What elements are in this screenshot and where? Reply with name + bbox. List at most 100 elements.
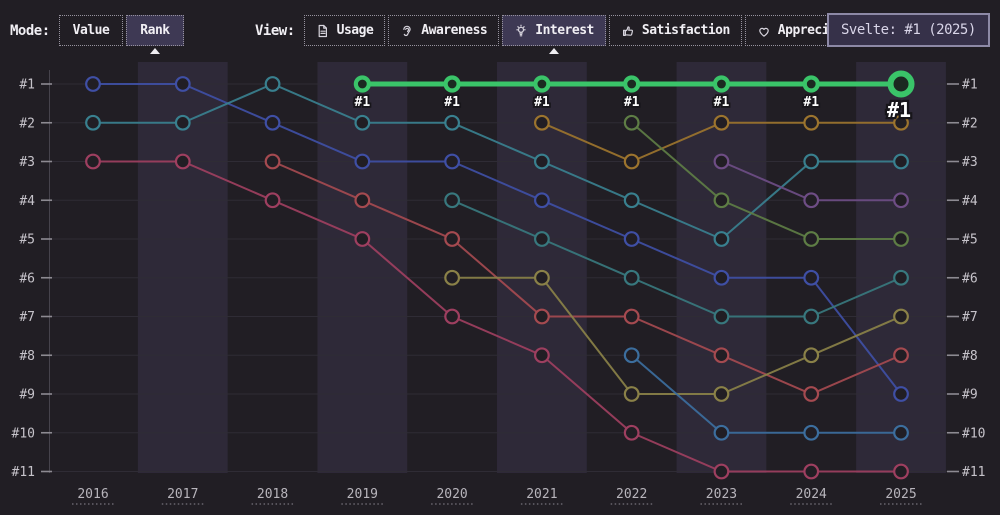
data-point[interactable] bbox=[893, 114, 909, 131]
data-point[interactable] bbox=[264, 114, 281, 131]
data-point[interactable] bbox=[354, 114, 371, 131]
data-point[interactable] bbox=[713, 308, 730, 325]
data-point[interactable] bbox=[534, 153, 550, 170]
data-point[interactable] bbox=[264, 153, 281, 170]
rank-label-right: #10 bbox=[962, 426, 985, 441]
rank-bump-chart[interactable]: #1 #1 #2 #2 #3 #3 #4 #4 #5 #5 #6 #6 #7 #7 #8 #8 #9 #9 #10 #… bbox=[0, 60, 1000, 515]
highlighted-data-point[interactable] bbox=[887, 70, 915, 98]
rank-label-left: #5 bbox=[19, 233, 35, 248]
data-point[interactable] bbox=[264, 192, 281, 209]
highlighted-data-point[interactable] bbox=[533, 75, 551, 93]
data-point[interactable] bbox=[713, 386, 730, 402]
year-label[interactable]: 2017 bbox=[167, 487, 198, 502]
data-point[interactable] bbox=[534, 347, 550, 364]
data-point[interactable] bbox=[893, 347, 909, 364]
data-point[interactable] bbox=[174, 76, 191, 92]
tab-awareness[interactable]: Awareness bbox=[388, 15, 500, 46]
data-point[interactable] bbox=[534, 192, 550, 209]
data-point[interactable] bbox=[713, 347, 730, 364]
data-point[interactable] bbox=[893, 463, 909, 480]
data-point[interactable] bbox=[444, 114, 461, 131]
data-point[interactable] bbox=[893, 424, 909, 441]
data-point[interactable] bbox=[85, 114, 101, 131]
data-point[interactable] bbox=[354, 192, 371, 209]
data-point[interactable] bbox=[534, 269, 550, 286]
data-point[interactable] bbox=[713, 463, 730, 480]
data-point[interactable] bbox=[803, 153, 820, 170]
data-point[interactable] bbox=[534, 308, 550, 325]
data-point[interactable] bbox=[713, 231, 730, 247]
data-point[interactable] bbox=[803, 114, 820, 131]
data-point[interactable] bbox=[623, 192, 640, 209]
data-point[interactable] bbox=[893, 192, 909, 209]
data-point[interactable] bbox=[893, 231, 909, 247]
value-button[interactable]: Value bbox=[58, 15, 124, 46]
highlighted-data-point[interactable] bbox=[623, 75, 641, 93]
data-point[interactable] bbox=[174, 114, 191, 131]
data-point[interactable] bbox=[623, 386, 640, 402]
data-point[interactable] bbox=[893, 153, 909, 170]
year-label[interactable]: 2025 bbox=[885, 487, 916, 502]
rank-label-right: #11 bbox=[962, 465, 985, 480]
data-point[interactable] bbox=[444, 153, 461, 170]
data-point[interactable] bbox=[713, 192, 730, 209]
rank-label-left: #6 bbox=[19, 271, 35, 286]
data-point[interactable] bbox=[713, 153, 730, 170]
data-point[interactable] bbox=[444, 192, 461, 209]
rank-label-right: #3 bbox=[962, 155, 978, 170]
data-point[interactable] bbox=[893, 308, 909, 325]
data-point[interactable] bbox=[803, 424, 820, 441]
data-point[interactable] bbox=[444, 308, 461, 325]
data-point[interactable] bbox=[803, 386, 820, 402]
highlighted-data-point[interactable] bbox=[443, 75, 461, 93]
data-point[interactable] bbox=[803, 192, 820, 209]
data-point[interactable] bbox=[623, 347, 640, 364]
data-point[interactable] bbox=[803, 463, 820, 480]
year-label[interactable]: 2020 bbox=[436, 487, 467, 502]
tab-satisfaction[interactable]: Satisfaction bbox=[608, 15, 742, 46]
view-group: View: Usage Awareness bbox=[255, 15, 881, 54]
highlighted-data-point[interactable] bbox=[802, 75, 820, 93]
document-icon bbox=[318, 24, 327, 37]
data-point[interactable] bbox=[623, 153, 640, 170]
data-point[interactable] bbox=[444, 269, 461, 286]
data-point[interactable] bbox=[803, 231, 820, 247]
rank-label-right: #7 bbox=[962, 310, 978, 325]
rank-button[interactable]: Rank bbox=[126, 15, 184, 54]
year-label[interactable]: 2019 bbox=[347, 487, 378, 502]
data-point[interactable] bbox=[264, 76, 281, 92]
tab-interest[interactable]: Interest bbox=[502, 15, 606, 54]
data-point[interactable] bbox=[174, 153, 191, 170]
data-point[interactable] bbox=[803, 269, 820, 286]
data-point[interactable] bbox=[534, 114, 550, 131]
year-label[interactable]: 2022 bbox=[616, 487, 647, 502]
tab-usage[interactable]: Usage bbox=[303, 15, 386, 46]
year-label[interactable]: 2023 bbox=[706, 487, 737, 502]
data-point[interactable] bbox=[893, 386, 909, 402]
data-point[interactable] bbox=[803, 308, 820, 325]
year-label[interactable]: 2024 bbox=[796, 487, 827, 502]
data-point[interactable] bbox=[713, 424, 730, 441]
data-point[interactable] bbox=[354, 153, 371, 170]
data-point[interactable] bbox=[444, 231, 461, 247]
data-point[interactable] bbox=[534, 231, 550, 247]
tab-interest-label: Interest bbox=[535, 23, 594, 38]
data-point[interactable] bbox=[803, 347, 820, 364]
data-point[interactable] bbox=[623, 424, 640, 441]
year-label[interactable]: 2018 bbox=[257, 487, 288, 502]
data-point[interactable] bbox=[623, 269, 640, 286]
data-point[interactable] bbox=[893, 269, 909, 286]
data-point[interactable] bbox=[713, 114, 730, 131]
data-point[interactable] bbox=[623, 114, 640, 131]
highlighted-data-point[interactable] bbox=[353, 75, 371, 93]
data-point[interactable] bbox=[85, 76, 101, 92]
data-point[interactable] bbox=[713, 269, 730, 286]
year-label[interactable]: 2016 bbox=[77, 487, 108, 502]
data-point[interactable] bbox=[623, 308, 640, 325]
highlighted-data-point[interactable] bbox=[712, 75, 731, 93]
data-point[interactable] bbox=[354, 231, 371, 247]
year-label[interactable]: 2021 bbox=[526, 487, 557, 502]
data-point[interactable] bbox=[85, 153, 101, 170]
data-point[interactable] bbox=[623, 231, 640, 247]
view-label: View: bbox=[255, 22, 295, 39]
